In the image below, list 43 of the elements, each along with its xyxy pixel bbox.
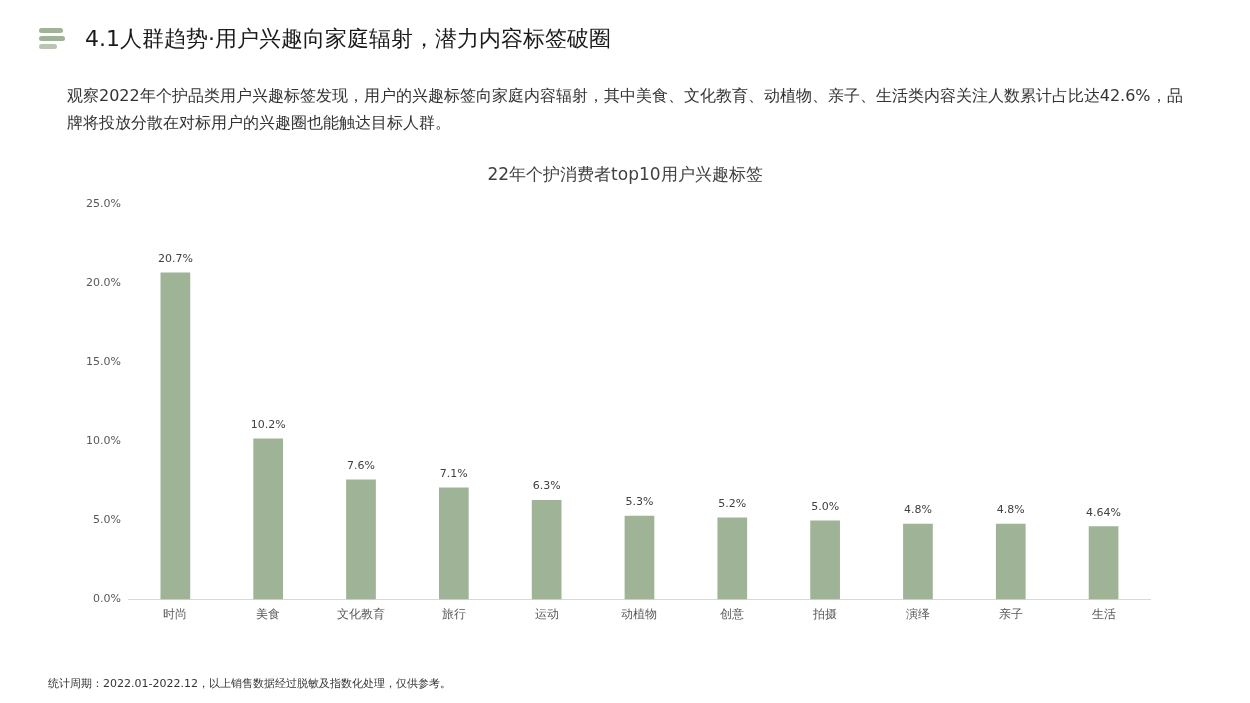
bar	[438, 487, 469, 600]
x-tick-label: 时尚	[163, 606, 188, 621]
x-tick-label: 演绎	[905, 606, 930, 621]
data-label: 4.8%	[996, 503, 1025, 517]
bar	[717, 517, 748, 600]
y-tick-label: 0.0%	[92, 592, 121, 606]
bar	[1088, 526, 1119, 600]
data-label: 7.1%	[439, 466, 468, 480]
y-tick-label: 15.0%	[85, 355, 121, 369]
x-tick-label: 运动	[534, 606, 559, 621]
y-tick-label: 20.0%	[85, 276, 121, 290]
data-label: 5.0%	[811, 499, 840, 513]
x-tick-label: 拍摄	[812, 606, 838, 621]
data-label: 5.2%	[718, 496, 747, 510]
data-label: 4.64%	[1086, 505, 1122, 519]
x-tick-label: 文化教育	[337, 606, 385, 621]
x-tick-label: 美食	[256, 606, 281, 621]
text: 统计周期：2022.01-2022.12，以上销售数据经过脱敏及指数化处理，仅供参考。	[48, 676, 451, 691]
x-tick-label: 创意	[720, 606, 745, 621]
text: 22年个护消费者top10用户兴趣标签	[486, 163, 764, 186]
y-tick-label: 5.0%	[92, 513, 121, 527]
bar	[903, 523, 933, 600]
bar	[160, 272, 191, 600]
data-label: 4.8%	[903, 503, 932, 517]
data-label: 7.6%	[347, 458, 375, 472]
y-tick-label: 25.0%	[85, 197, 121, 211]
bar	[253, 438, 284, 600]
data-label: 20.7%	[157, 251, 193, 265]
bar	[346, 479, 376, 600]
bar	[624, 515, 655, 600]
x-tick-label: 生活	[1091, 606, 1116, 621]
chart-subtitle: 观察2022年个护品类用户兴趣标签发现，用户的兴趣标签向家庭内容辐射，其中美食、文化教育、动植物、亲子、生活类内容关注人数累计占比达42.6%，品牌将投放分散在对标用户的兴趣圈也能触达目标人群。	[67, 85, 1184, 134]
data-label: 5.3%	[625, 495, 654, 509]
x-tick-label: 旅行	[441, 606, 466, 621]
data-label: 6.3%	[532, 479, 561, 493]
bar	[810, 520, 840, 600]
data-label: 10.2%	[250, 417, 286, 431]
x-tick-label: 动植物	[621, 606, 658, 621]
bar	[531, 500, 562, 600]
x-tick-label: 亲子	[998, 606, 1023, 621]
y-tick-label: 10.0%	[85, 434, 121, 448]
chart-title: 4.1人群趋势·用户兴趣向家庭辐射，潜力内容标签破圈	[85, 25, 611, 53]
bar	[995, 523, 1026, 600]
